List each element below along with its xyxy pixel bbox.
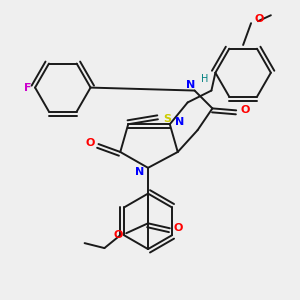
Text: O: O [85, 138, 94, 148]
Text: O: O [240, 105, 250, 116]
Text: N: N [186, 80, 195, 90]
Text: N: N [136, 167, 145, 177]
Text: N: N [175, 117, 184, 127]
Text: F: F [24, 82, 31, 93]
Text: S: S [163, 114, 171, 124]
Text: O: O [254, 14, 263, 24]
Text: H: H [201, 74, 208, 84]
Text: O: O [114, 230, 123, 240]
Text: O: O [174, 223, 183, 233]
